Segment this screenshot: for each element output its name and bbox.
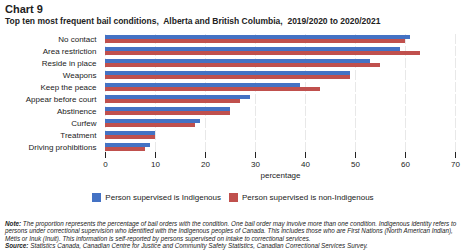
svg-text:Weapons: Weapons — [63, 71, 97, 80]
svg-text:Reside in place: Reside in place — [42, 59, 97, 68]
svg-text:percentage: percentage — [260, 171, 301, 180]
svg-text:Keep the peace: Keep the peace — [40, 83, 97, 92]
html-text:Person supervised is non-Indig: Person supervised is non-Indigenous — [242, 193, 374, 202]
svg-text:40: 40 — [301, 160, 310, 169]
html-text:Top ten most frequent bail con: Top ten most frequent bail conditions, A… — [5, 16, 381, 26]
svg-text:Curfew: Curfew — [71, 119, 97, 128]
html-text:Source: Statistics Canada, Can: Source: Statistics Canada, Canadian Cent… — [5, 242, 368, 250]
svg-text:70: 70 — [451, 160, 460, 169]
svg-text:Treatment: Treatment — [60, 131, 97, 140]
svg-text:Area restriction: Area restriction — [43, 47, 97, 56]
svg-text:No contact: No contact — [58, 35, 97, 44]
svg-text:50: 50 — [351, 160, 360, 169]
svg-text:Abstinence: Abstinence — [57, 107, 97, 116]
html-text:Chart 9: Chart 9 — [5, 3, 43, 15]
svg-text:Appear before court: Appear before court — [26, 95, 97, 104]
svg-text:0: 0 — [103, 160, 108, 169]
svg-text:10: 10 — [151, 160, 160, 169]
svg-text:60: 60 — [401, 160, 410, 169]
svg-text:Driving prohibitions: Driving prohibitions — [28, 143, 96, 152]
svg-text:20: 20 — [201, 160, 210, 169]
html-text:Note: The proportion represent: Note: The proportion represents the perc… — [5, 220, 458, 242]
html-text:Person supervised is Indigenou: Person supervised is Indigenous — [105, 193, 221, 202]
svg-text:30: 30 — [251, 160, 260, 169]
